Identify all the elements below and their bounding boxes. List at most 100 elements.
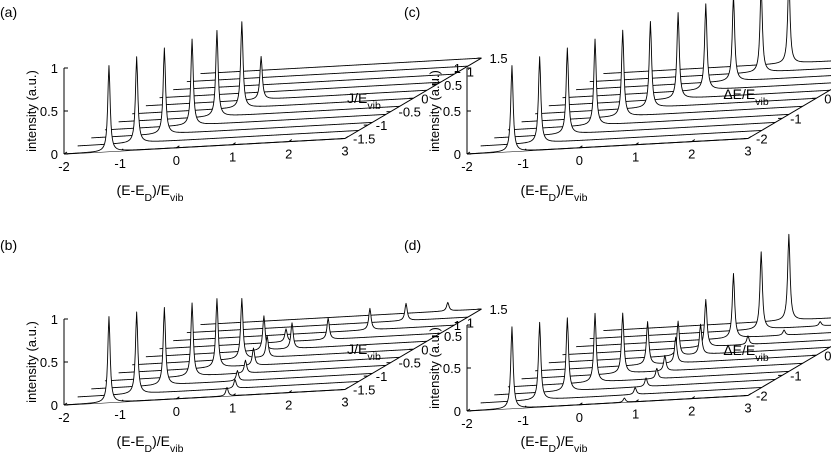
x-tick-label: 2 xyxy=(688,147,695,162)
x-axis-label: (E-ED)/Evib xyxy=(117,433,184,455)
y-tick-label: -1 xyxy=(376,118,388,133)
series-line xyxy=(104,302,386,382)
series-line xyxy=(603,233,831,332)
series-line xyxy=(104,38,386,131)
series-fill xyxy=(589,0,831,82)
series-line xyxy=(132,21,414,115)
series-fill xyxy=(535,321,817,371)
z-tick-label: 0 xyxy=(51,398,58,413)
z-tick-label: 1 xyxy=(454,61,461,76)
y-tick-label: 1 xyxy=(467,316,474,331)
x-tick-label: 0 xyxy=(576,410,583,425)
series-line xyxy=(159,81,441,99)
z-tick-label: 0.5 xyxy=(443,361,461,376)
x-tick-label: -2 xyxy=(461,416,473,431)
z-tick-label: 0 xyxy=(454,404,461,419)
series-line xyxy=(173,73,455,91)
series-fill xyxy=(145,315,427,357)
series-fill xyxy=(603,234,831,331)
y-tick-label: -2 xyxy=(756,389,768,404)
series-line xyxy=(562,299,831,356)
y-tick-label: -1 xyxy=(790,368,802,383)
z-axis-label: intensity (a.u.) xyxy=(427,70,442,152)
series-line xyxy=(480,321,762,404)
series-fill xyxy=(589,251,831,339)
series-line xyxy=(91,47,373,139)
panel-label: (b) xyxy=(0,237,17,253)
z-tick-label: 1 xyxy=(51,61,58,76)
y-tick-label: 0.5 xyxy=(444,78,462,93)
series-line xyxy=(535,321,817,372)
series-line xyxy=(63,316,346,406)
x-tick-label: 1 xyxy=(632,150,639,165)
series-line xyxy=(480,56,762,147)
x-tick-label: 1 xyxy=(229,150,236,165)
y-tick-label: -1 xyxy=(790,111,802,126)
series-fill xyxy=(118,30,400,122)
z-tick-label: 0.5 xyxy=(40,104,58,119)
x-tick-label: 2 xyxy=(285,398,292,413)
x-tick-label: -2 xyxy=(58,159,70,174)
z-axis-label: intensity (a.u.) xyxy=(24,321,39,403)
x-tick-label: -2 xyxy=(58,410,70,425)
panel-label: (d) xyxy=(404,237,421,253)
x-tick-label: 3 xyxy=(341,395,348,410)
y-tick-label: 0 xyxy=(421,91,428,106)
z-tick-label: 0 xyxy=(454,147,461,162)
y-tick-label: 0 xyxy=(824,348,831,363)
z-axis-label: intensity (a.u.) xyxy=(427,327,442,409)
y-tick-label: 0 xyxy=(421,342,428,357)
series-line xyxy=(507,312,789,388)
z-tick-label: 0.5 xyxy=(40,355,58,370)
chart-panel-b: (b)-2 -1 0 1 2 3-1.5-1-0.500.511.500.51intens… xyxy=(0,237,508,455)
chart-panel-a: (a)-2 -1 0 1 2 3-1.5-1-0.500.511.500.51intens… xyxy=(0,4,508,204)
series-line xyxy=(200,301,482,326)
series-fill xyxy=(104,302,386,381)
x-tick-label: 3 xyxy=(744,401,751,416)
y-axis-label: ΔE/Evib xyxy=(723,342,769,364)
series-line xyxy=(63,65,346,155)
x-tick-label: 2 xyxy=(688,404,695,419)
series-line xyxy=(466,326,749,412)
series-line xyxy=(589,251,831,340)
x-axis-label: (E-ED)/Evib xyxy=(117,182,184,204)
x-tick-label: -2 xyxy=(461,159,473,174)
y-tick-label: 1.5 xyxy=(490,51,508,66)
y-tick-label: 1.5 xyxy=(490,302,508,317)
series-line xyxy=(200,57,482,75)
series-line xyxy=(535,21,817,115)
z-tick-label: 1 xyxy=(454,318,461,333)
series-line xyxy=(118,29,400,123)
y-tick-label: -2 xyxy=(756,132,768,147)
x-tick-label: 1 xyxy=(632,407,639,422)
series-line xyxy=(186,65,468,83)
series-line xyxy=(132,298,414,366)
series-line xyxy=(562,3,831,99)
panel-label: (a) xyxy=(0,4,17,20)
y-tick-label: 1 xyxy=(467,65,474,80)
x-tick xyxy=(344,136,349,139)
x-tick-label: 3 xyxy=(744,144,751,159)
x-tick-label: 1 xyxy=(229,401,236,416)
series-line xyxy=(91,307,373,390)
y-tick-label: -1.5 xyxy=(353,383,375,398)
series-line xyxy=(173,307,455,342)
y-tick-label: 0.5 xyxy=(444,329,462,344)
y-tick-label: -1 xyxy=(376,369,388,384)
x-tick-label: 0 xyxy=(173,404,180,419)
z-tick-label: 1 xyxy=(51,312,58,327)
panel-label: (c) xyxy=(404,4,420,20)
series-line xyxy=(589,0,831,83)
y-tick-label: -0.5 xyxy=(399,105,421,120)
x-tick xyxy=(747,136,752,139)
series-line xyxy=(77,311,359,398)
x-tick-label: 0 xyxy=(173,153,180,168)
series-line xyxy=(507,38,789,131)
y-tick-label: -1.5 xyxy=(353,132,375,147)
x-tick-label: 3 xyxy=(341,144,348,159)
x-tick-label: -1 xyxy=(517,156,529,171)
x-tick-label: -1 xyxy=(114,407,126,422)
